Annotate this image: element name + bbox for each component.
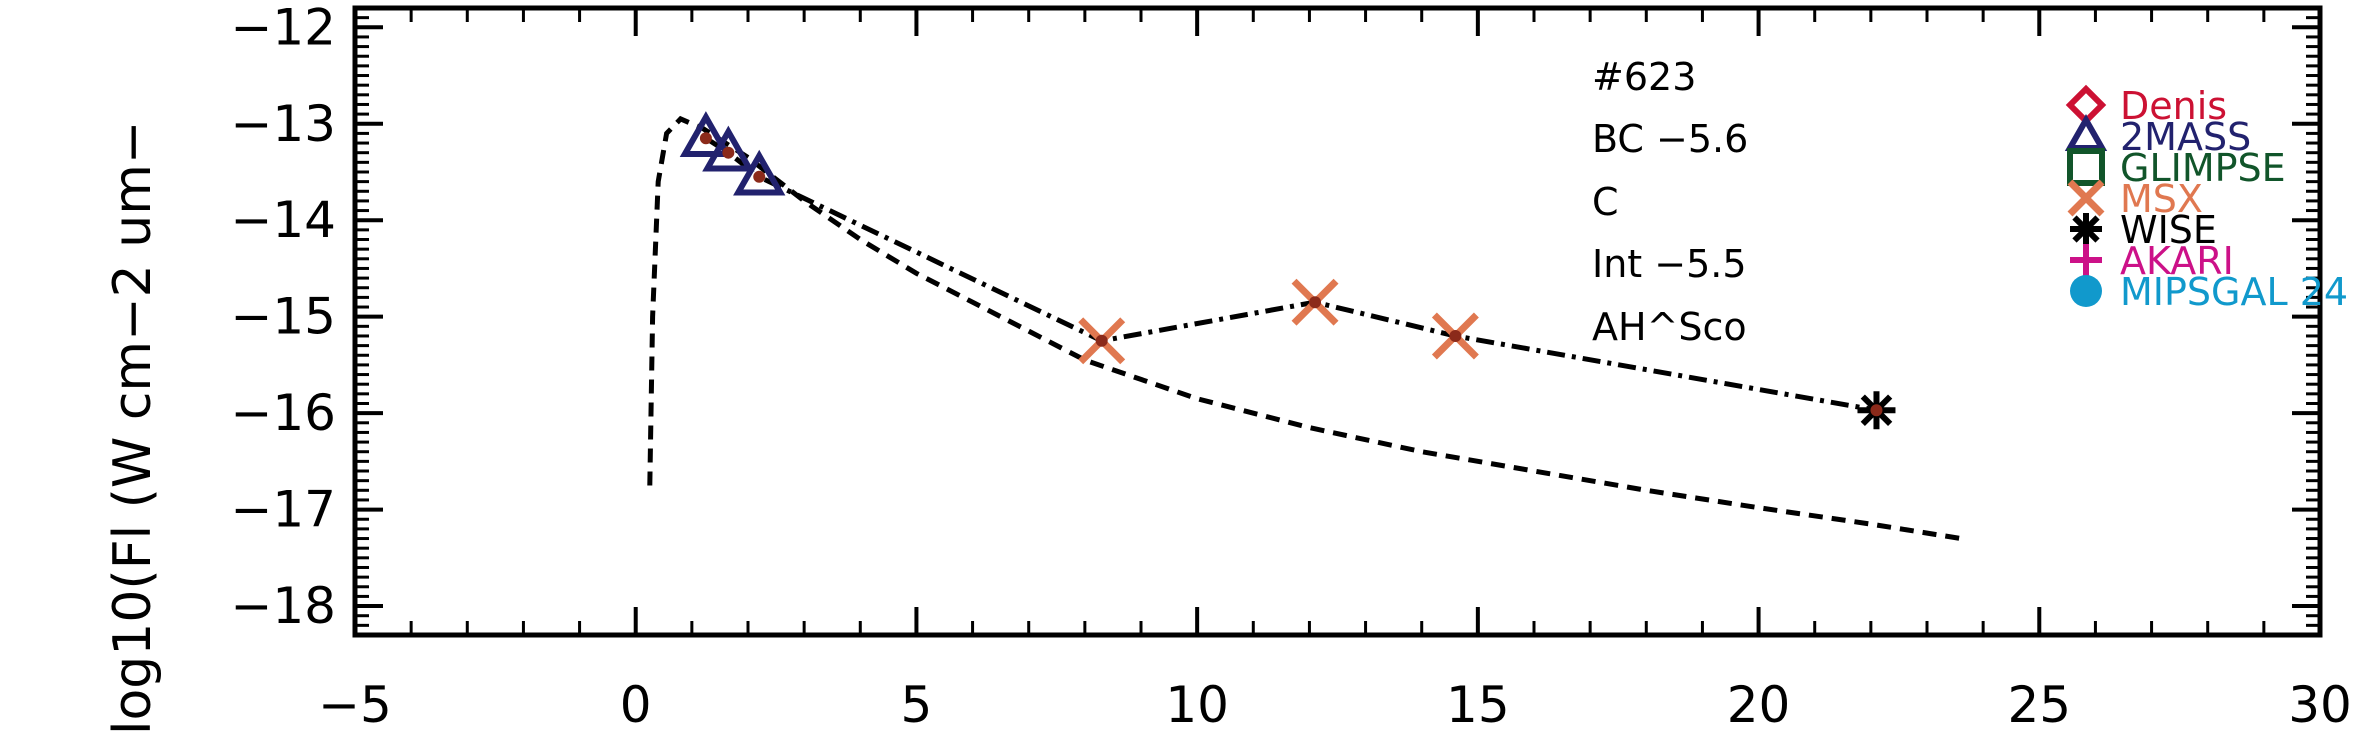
y-tick-label: −12 <box>230 0 336 56</box>
annotation-id: #623 <box>1592 55 1696 99</box>
annotation-class: C <box>1592 180 1619 224</box>
x-tick-label: 30 <box>2288 676 2352 734</box>
legend-entry-label: MIPSGAL 24 <box>2120 270 2348 314</box>
x-tick-label: −5 <box>318 676 392 734</box>
marker-x <box>2067 179 2105 217</box>
x-tick-label: 0 <box>620 676 652 734</box>
marker-triangle <box>2064 113 2108 151</box>
marker-triangle <box>733 149 786 196</box>
marker-dot <box>1095 334 1108 347</box>
axes: −5 0 5 10 15 20 25 30 −12 −13 −14 −15 −16 −17 −18 <box>230 0 2351 734</box>
model-curves <box>647 115 1962 541</box>
x-tick-label: 5 <box>901 676 933 734</box>
annotation-star: AH^Sco <box>1592 305 1747 349</box>
marker-dot <box>1309 296 1322 309</box>
marker-square <box>2067 148 2105 186</box>
y-tick-label: −15 <box>230 288 336 346</box>
x-tick-label: 20 <box>1727 676 1791 734</box>
y-tick-label: −17 <box>230 481 336 539</box>
plot-frame <box>352 5 2323 638</box>
marker-asterisk <box>2070 213 2102 245</box>
model-sed-curve <box>647 115 1962 541</box>
y-axis-label: log10(Fl (W cm−2 um− <box>103 121 163 735</box>
legend-entry-label: MSX <box>2120 177 2203 221</box>
marker-dot <box>753 170 766 183</box>
marker-dot <box>1449 329 1462 342</box>
marker-triangle <box>679 111 733 157</box>
y-tick-label: −18 <box>230 577 336 635</box>
x-tick-label: 10 <box>1165 676 1229 734</box>
data-markers <box>679 111 1896 430</box>
legend-entry-label: Denis <box>2120 84 2227 128</box>
legend-entry-label: GLIMPSE <box>2120 146 2286 190</box>
y-tick-label: −13 <box>230 95 336 153</box>
y-tick-label: −14 <box>230 191 336 249</box>
annotation-bc: BC −5.6 <box>1592 117 1748 161</box>
x-tick-label: 25 <box>2007 676 2071 734</box>
x-tick-label: 15 <box>1446 676 1510 734</box>
marker-dot <box>722 146 735 159</box>
marker-dot <box>699 132 712 145</box>
legend-entry-label: WISE <box>2120 208 2217 252</box>
marker-plus <box>2070 244 2102 276</box>
annotation-int: Int −5.5 <box>1592 242 1747 286</box>
marker-dot <box>1870 404 1883 417</box>
legend-entry-label: 2MASS <box>2120 115 2251 159</box>
y-tick-label: −16 <box>230 384 336 442</box>
marker-triangle <box>702 125 755 172</box>
marker-circle <box>2070 275 2102 307</box>
legend-entry-label: AKARI <box>2120 239 2234 283</box>
annotation-block: #623 BC −5.6 C Int −5.5 AH^Sco <box>1592 55 1748 349</box>
